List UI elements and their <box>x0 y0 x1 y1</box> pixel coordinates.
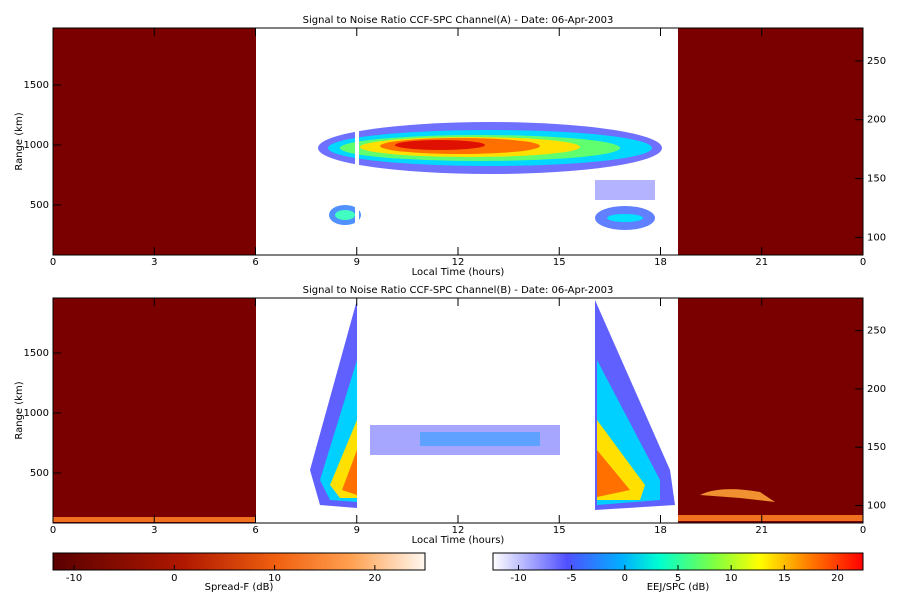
colorbar-tick-label: 0 <box>171 573 177 584</box>
y-tick-label: 1500 <box>24 80 49 91</box>
x-tick-label: 0 <box>860 525 866 536</box>
y-tick-label: 500 <box>30 468 49 479</box>
y2-tick-label: 100 <box>867 232 886 243</box>
y-tick-label: 1000 <box>24 140 49 151</box>
y2-tick-label: 200 <box>867 384 886 395</box>
x-tick-label: 21 <box>755 525 768 536</box>
colorbar-tick-label: -5 <box>567 573 577 584</box>
colorbar-tick-label: -10 <box>510 573 526 584</box>
colorbar-fill <box>493 553 863 570</box>
colorbar-frame <box>52 552 426 571</box>
x-tick-label: 15 <box>553 257 566 268</box>
panel-title: Signal to Noise Ratio CCF-SPC Channel(A)… <box>303 15 614 26</box>
x-tick-label: 9 <box>354 525 360 536</box>
x-tick-label: 0 <box>860 257 866 268</box>
image-a <box>53 28 863 255</box>
y2-tick-label: 200 <box>867 115 886 126</box>
y-axis-label: Range (km) <box>14 112 25 170</box>
colorbar-label: Spread-F (dB) <box>205 582 274 593</box>
y2-tick-label: 150 <box>867 442 886 453</box>
x-tick-label: 12 <box>452 525 465 536</box>
x-tick-label: 3 <box>151 525 157 536</box>
x-tick-label: 6 <box>252 525 258 536</box>
image-b <box>53 298 863 523</box>
x-tick-label: 15 <box>553 525 566 536</box>
x-tick-label: 18 <box>654 257 667 268</box>
y2-tick-label: 250 <box>867 56 886 67</box>
x-tick-label: 21 <box>755 257 768 268</box>
y-tick-label: 500 <box>30 200 49 211</box>
x-tick-label: 3 <box>151 257 157 268</box>
colorbar-tick-label: 0 <box>622 573 628 584</box>
y-axis-label: Range (km) <box>14 381 25 439</box>
x-tick-label: 0 <box>50 257 56 268</box>
y2-tick-label: 250 <box>867 326 886 337</box>
colorbar-label: EEJ/SPC (dB) <box>647 582 710 593</box>
y2-tick-label: 100 <box>867 501 886 512</box>
colorbar-tick-label: 20 <box>368 573 381 584</box>
x-tick-label: 9 <box>354 257 360 268</box>
x-axis-label: Local Time (hours) <box>412 535 505 546</box>
x-tick-label: 6 <box>252 257 258 268</box>
colorbar-tick-label: 5 <box>675 573 681 584</box>
colorbar-fill <box>53 553 425 570</box>
colorbar-tick-label: -10 <box>66 573 82 584</box>
colorbar-tick-label: 15 <box>778 573 791 584</box>
y2-tick-label: 150 <box>867 174 886 185</box>
y-tick-label: 1000 <box>24 408 49 419</box>
y-tick-label: 1500 <box>24 348 49 359</box>
x-axis-label: Local Time (hours) <box>412 267 505 278</box>
x-tick-label: 18 <box>654 525 667 536</box>
colorbar-tick-label: 10 <box>268 573 281 584</box>
colorbar-tick-label: 10 <box>725 573 738 584</box>
x-tick-label: 12 <box>452 257 465 268</box>
x-tick-label: 0 <box>50 525 56 536</box>
panel-title: Signal to Noise Ratio CCF-SPC Channel(B)… <box>303 285 614 296</box>
colorbar-tick-label: 20 <box>831 573 844 584</box>
